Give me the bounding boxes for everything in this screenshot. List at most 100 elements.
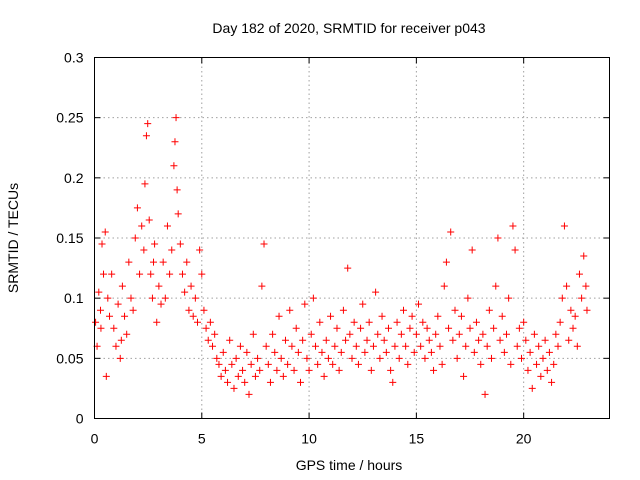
data-point	[513, 342, 521, 350]
data-point	[507, 360, 515, 368]
data-point	[472, 318, 480, 326]
data-point	[552, 330, 560, 338]
data-point	[320, 372, 328, 380]
data-point	[515, 324, 523, 332]
data-point	[445, 324, 453, 332]
data-point	[460, 372, 468, 380]
data-point	[503, 330, 510, 338]
data-point	[224, 378, 232, 386]
y-tick-label: 0.2	[64, 170, 84, 186]
data-point	[161, 294, 169, 302]
data-point	[110, 324, 118, 332]
data-point	[492, 282, 500, 290]
axis-ticks	[94, 57, 610, 419]
data-point	[537, 372, 545, 380]
data-point	[545, 348, 553, 356]
data-point	[118, 282, 126, 290]
data-point	[266, 378, 274, 386]
data-point	[129, 306, 137, 314]
data-point	[254, 354, 262, 362]
data-point	[462, 342, 470, 350]
y-tick-label: 0.05	[56, 350, 83, 366]
data-point	[327, 312, 335, 320]
data-point	[393, 318, 401, 326]
y-tick-label: 0.25	[56, 110, 83, 126]
data-point	[453, 354, 461, 362]
data-point	[239, 366, 247, 374]
data-point	[563, 282, 571, 290]
data-point	[475, 336, 483, 344]
data-point	[404, 360, 412, 368]
data-point	[92, 318, 100, 326]
data-point	[251, 372, 259, 380]
data-point	[284, 360, 292, 368]
data-point	[374, 330, 382, 338]
data-point	[539, 354, 547, 362]
data-point	[163, 222, 171, 230]
data-point	[449, 336, 457, 344]
data-point	[432, 330, 440, 338]
y-tick-label: 0.3	[64, 50, 84, 66]
data-point	[481, 390, 489, 398]
data-point	[494, 234, 502, 242]
data-point	[400, 306, 407, 314]
data-point	[490, 324, 498, 332]
data-point	[247, 360, 255, 368]
data-point	[376, 354, 384, 362]
data-point	[518, 354, 526, 362]
data-point	[314, 360, 322, 368]
data-point	[560, 222, 568, 230]
data-point	[166, 270, 174, 278]
data-point	[125, 258, 133, 266]
data-point	[148, 294, 156, 302]
data-point	[509, 222, 517, 230]
data-point	[232, 354, 240, 362]
data-point	[151, 240, 159, 248]
data-point	[324, 354, 332, 362]
x-tick-label: 5	[198, 431, 206, 447]
data-point	[533, 360, 541, 368]
data-point	[464, 294, 472, 302]
data-point	[264, 360, 272, 368]
data-point	[421, 354, 429, 362]
data-point	[217, 372, 225, 380]
data-point	[470, 348, 478, 356]
data-point	[387, 366, 395, 374]
data-point	[157, 300, 165, 308]
data-point	[580, 252, 588, 260]
data-point	[447, 228, 455, 236]
data-point	[198, 270, 206, 278]
data-point	[172, 114, 180, 122]
data-point	[95, 288, 103, 296]
data-point	[342, 336, 350, 344]
data-point	[228, 360, 236, 368]
data-point	[98, 240, 106, 248]
data-point	[256, 366, 264, 374]
data-point	[301, 300, 309, 308]
data-point	[150, 258, 158, 266]
x-tick-label: 10	[301, 431, 317, 447]
data-point	[117, 336, 125, 344]
data-point	[344, 264, 352, 272]
data-point	[554, 342, 562, 350]
data-point	[485, 306, 493, 314]
data-point	[442, 258, 450, 266]
data-point	[339, 306, 347, 314]
data-point	[530, 330, 538, 338]
data-point	[389, 378, 397, 386]
data-point	[102, 372, 110, 380]
data-point	[569, 324, 577, 332]
data-point	[183, 258, 191, 266]
data-point	[213, 354, 221, 362]
data-point	[245, 390, 253, 398]
data-point	[359, 300, 367, 308]
data-point	[144, 120, 152, 128]
data-point	[269, 330, 277, 338]
data-point	[415, 300, 423, 308]
y-axis-label: SRMTID / TECUs	[5, 183, 21, 293]
y-tick-label: 0.15	[56, 230, 83, 246]
data-point	[170, 162, 178, 170]
data-point	[496, 336, 504, 344]
data-point	[185, 306, 193, 314]
data-point	[395, 354, 403, 362]
